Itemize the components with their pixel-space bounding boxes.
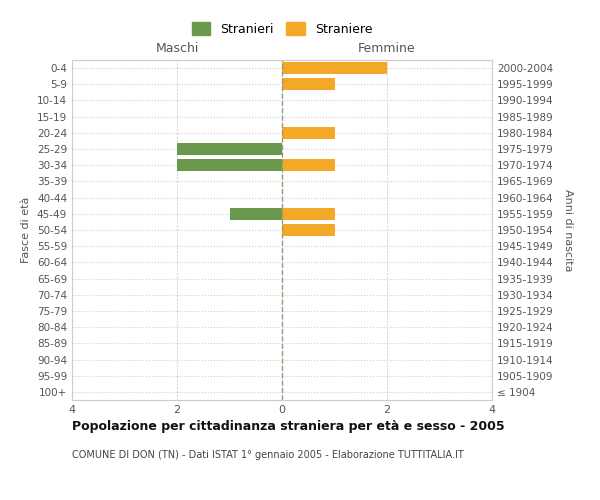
Bar [282, 208, 335, 220]
Bar [282, 224, 335, 236]
Bar [177, 159, 282, 172]
Bar [229, 208, 282, 220]
Text: Maschi: Maschi [155, 42, 199, 55]
Bar [282, 62, 387, 74]
Bar [177, 143, 282, 155]
Bar [282, 159, 335, 172]
Bar [282, 127, 335, 139]
Y-axis label: Anni di nascita: Anni di nascita [563, 188, 573, 271]
Text: COMUNE DI DON (TN) - Dati ISTAT 1° gennaio 2005 - Elaborazione TUTTITALIA.IT: COMUNE DI DON (TN) - Dati ISTAT 1° genna… [72, 450, 464, 460]
Y-axis label: Fasce di età: Fasce di età [22, 197, 31, 263]
Bar [282, 78, 335, 90]
Text: Popolazione per cittadinanza straniera per età e sesso - 2005: Popolazione per cittadinanza straniera p… [72, 420, 505, 433]
Text: Femmine: Femmine [358, 42, 416, 55]
Legend: Stranieri, Straniere: Stranieri, Straniere [191, 22, 373, 36]
